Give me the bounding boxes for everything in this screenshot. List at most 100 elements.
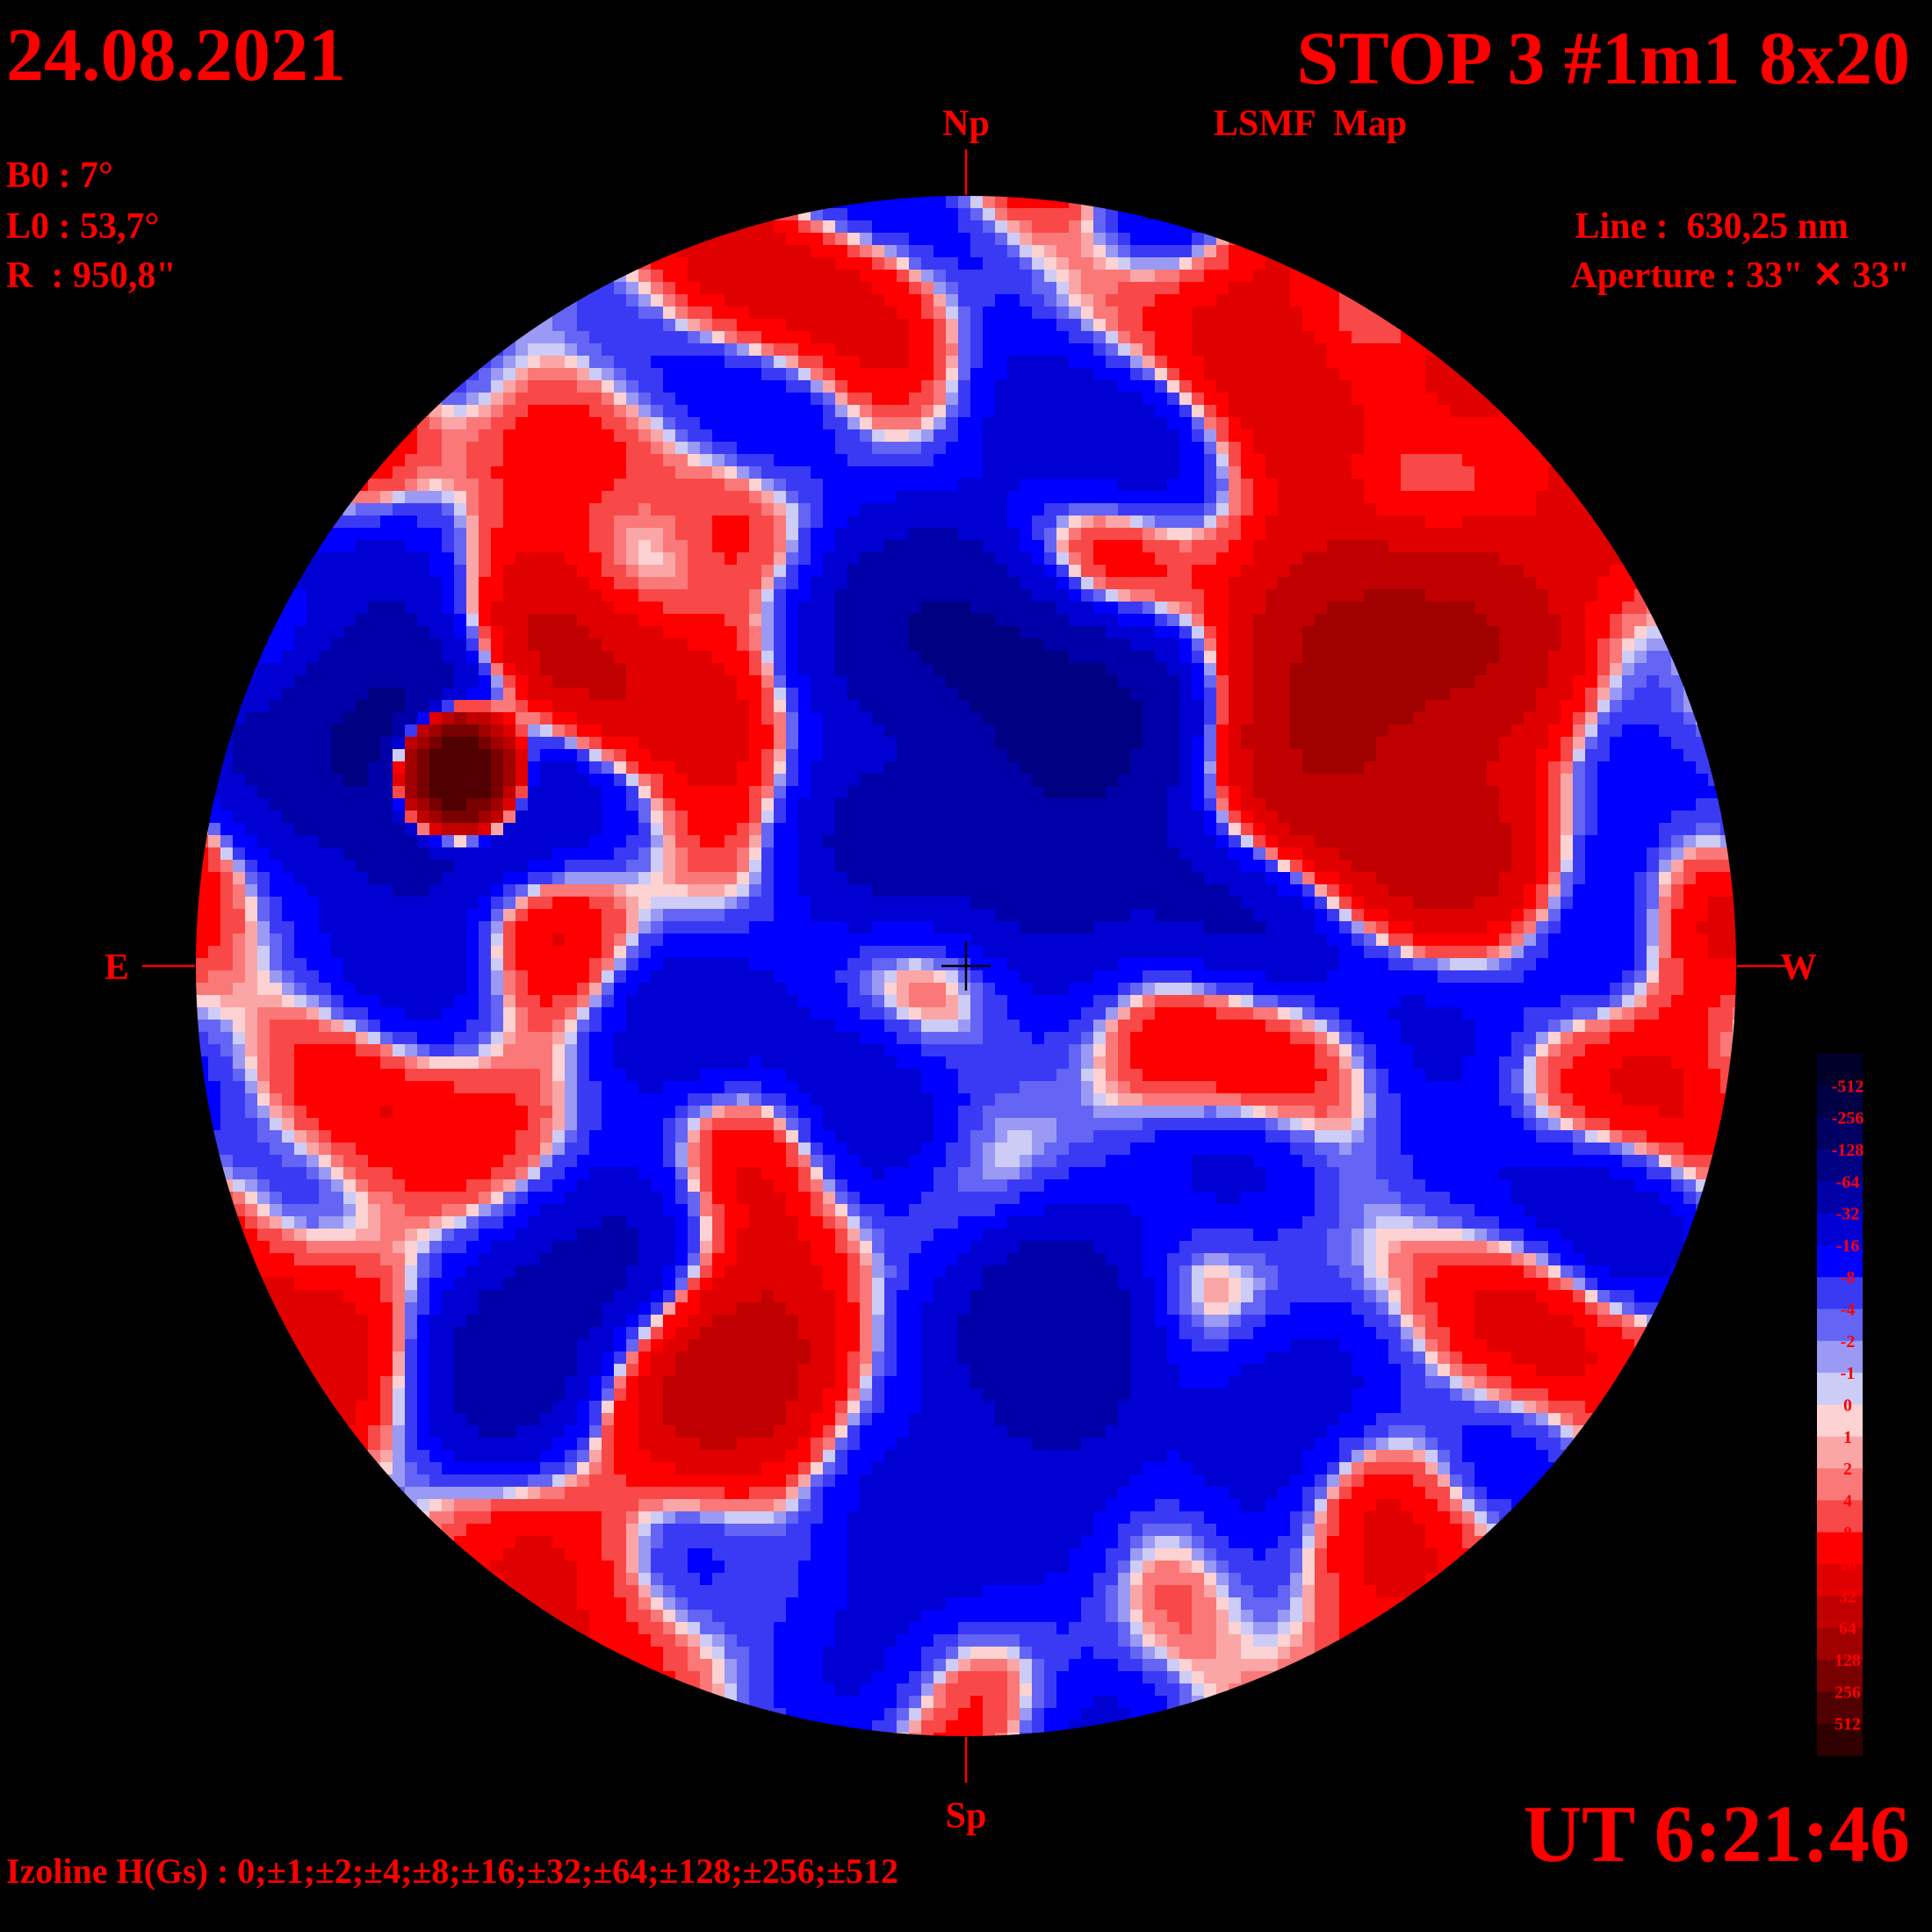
field-cell (429, 515, 443, 529)
field-cell (1339, 491, 1352, 504)
field-cell (1548, 528, 1561, 541)
field-cell (1388, 823, 1402, 836)
field-cell (675, 405, 688, 418)
field-cell (1106, 811, 1119, 824)
field-cell (774, 552, 787, 566)
field-cell (1032, 651, 1045, 664)
field-cell (663, 503, 676, 516)
field-cell (1438, 798, 1451, 811)
field-cell (1155, 724, 1168, 738)
field-cell (724, 602, 738, 615)
field-cell (479, 565, 492, 578)
field-cell (454, 651, 467, 664)
field-cell (970, 429, 984, 443)
field-cell (860, 528, 873, 541)
field-cell (1610, 712, 1623, 725)
field-cell (1179, 823, 1193, 836)
field-cell (1044, 589, 1057, 602)
field-cell (1524, 688, 1537, 701)
field-cell (1438, 429, 1451, 443)
field-cell (454, 466, 467, 479)
field-cell (380, 565, 393, 578)
field-cell (1499, 552, 1512, 566)
field-cell (934, 282, 947, 295)
field-cell (393, 565, 406, 578)
field-cell (1155, 823, 1168, 836)
field-cell (417, 614, 430, 627)
field-cell (454, 565, 467, 578)
field-cell (614, 540, 627, 553)
field-cell (1007, 638, 1020, 652)
field-cell (786, 552, 799, 566)
field-cell (1155, 233, 1168, 246)
field-cell (786, 761, 799, 775)
field-cell (442, 811, 455, 824)
field-cell (663, 577, 676, 590)
field-cell (343, 811, 357, 824)
field-cell (589, 343, 602, 357)
field-cell (1278, 528, 1291, 541)
field-cell (1302, 466, 1316, 479)
field-cell (1204, 282, 1217, 295)
field-cell (1143, 515, 1156, 529)
field-cell (700, 602, 713, 615)
field-cell (1130, 811, 1143, 824)
field-cell (995, 356, 1008, 369)
field-cell (1401, 700, 1414, 713)
field-cell (1622, 638, 1635, 652)
field-cell (1487, 589, 1500, 602)
field-cell (675, 479, 688, 492)
field-cell (1032, 798, 1045, 811)
field-cell (503, 442, 516, 455)
field-cell (233, 749, 246, 762)
field-cell (1106, 761, 1119, 775)
field-cell (442, 651, 455, 664)
field-cell (811, 774, 824, 787)
field-cell (1597, 724, 1611, 738)
field-cell (1524, 749, 1537, 762)
field-cell (675, 540, 688, 553)
field-cell (294, 700, 307, 713)
field-cell (1622, 589, 1635, 602)
field-cell (786, 417, 799, 430)
field-cell (995, 774, 1008, 787)
field-cell (1610, 626, 1623, 639)
field-cell (626, 565, 639, 578)
field-cell (1462, 724, 1475, 738)
field-cell (737, 798, 750, 811)
field-cell (1081, 774, 1094, 787)
field-cell (589, 749, 602, 762)
field-cell (909, 245, 922, 258)
field-cell (1007, 786, 1020, 799)
field-cell (1438, 405, 1451, 418)
field-cell (1462, 577, 1475, 590)
field-cell (1229, 282, 1242, 295)
field-cell (1020, 220, 1033, 234)
field-cell (1253, 306, 1266, 320)
field-cell (1302, 552, 1316, 566)
field-cell (1229, 626, 1242, 639)
field-cell (1462, 811, 1475, 824)
field-cell (897, 196, 910, 209)
field-cell (577, 688, 590, 701)
field-cell (638, 294, 652, 307)
field-cell (306, 626, 320, 639)
field-cell (257, 724, 270, 738)
field-cell (737, 675, 750, 688)
field-cell (1020, 602, 1033, 615)
field-cell (1548, 724, 1561, 738)
field-cell (860, 368, 873, 381)
field-cell (823, 319, 836, 332)
field-cell (306, 700, 320, 713)
field-cell (774, 466, 787, 479)
field-cell (1069, 528, 1082, 541)
field-cell (921, 528, 934, 541)
field-cell (651, 528, 664, 541)
field-cell (1438, 700, 1451, 713)
field-cell (393, 614, 406, 627)
field-cell (540, 442, 553, 455)
field-cell (638, 700, 652, 713)
field-cell (651, 540, 664, 553)
field-cell (1573, 602, 1586, 615)
field-cell (1450, 614, 1463, 627)
